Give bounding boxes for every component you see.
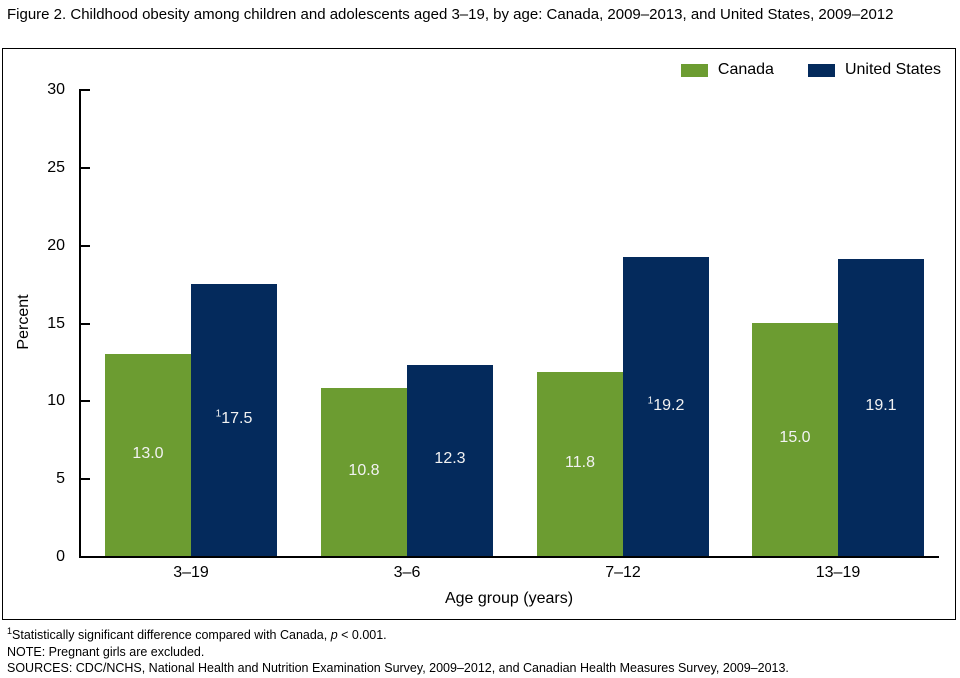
bar-united-states-7-12 xyxy=(623,257,709,556)
value-superscript: 1 xyxy=(215,408,222,420)
bar-united-states-3-6 xyxy=(407,364,493,556)
y-tick-25 xyxy=(81,166,90,169)
y-tick-10 xyxy=(81,400,90,403)
x-axis-line xyxy=(79,556,939,558)
bar-value-label-canada-3-19: 13.0 xyxy=(132,444,164,462)
bar-canada-3-6 xyxy=(321,387,407,556)
bar-united-states-3-19 xyxy=(191,283,277,556)
y-axis-line xyxy=(79,89,81,558)
legend-item-united-states: United States xyxy=(807,61,941,79)
y-tick-30 xyxy=(81,89,90,91)
footnote-superscript: 1 xyxy=(7,625,13,636)
x-tick-label-13-19: 13–19 xyxy=(815,564,861,581)
y-tick-label-5: 5 xyxy=(56,470,65,488)
footnote-sources: SOURCES: CDC/NCHS, National Health and N… xyxy=(7,661,789,675)
bar-canada-3-19 xyxy=(105,353,191,556)
x-axis-title: Age group (years) xyxy=(444,590,574,607)
bar-value-label-united-states-13-19: 19.1 xyxy=(865,397,897,415)
footnotes: 1Statistically significant difference co… xyxy=(7,625,789,677)
x-tick-label-3-6: 3–6 xyxy=(393,564,421,581)
y-tick-5 xyxy=(81,478,90,481)
bar-value-label-canada-3-6: 10.8 xyxy=(348,461,380,479)
y-tick-label-0: 0 xyxy=(56,548,65,565)
bar-canada-13-19 xyxy=(752,322,838,556)
y-tick-label-10: 10 xyxy=(47,392,65,410)
y-tick-label-15: 15 xyxy=(47,314,65,332)
x-tick-label-3-19: 3–19 xyxy=(173,564,209,581)
y-tick-label-20: 20 xyxy=(47,236,65,254)
bar-value-label-canada-13-19: 15.0 xyxy=(779,429,811,447)
footnote-note: NOTE: Pregnant girls are excluded. xyxy=(7,644,205,659)
chart-legend: Canada United States xyxy=(680,61,941,79)
legend-label-united-states: United States xyxy=(844,61,941,78)
bar-value-label-united-states-3-19: 117.5 xyxy=(215,408,253,427)
x-tick-label-7-12: 7–12 xyxy=(605,564,641,581)
legend-label-canada: Canada xyxy=(717,61,774,78)
value-superscript: 1 xyxy=(647,395,654,407)
legend-swatch-united-states xyxy=(807,63,835,77)
bar-value-label-canada-7-12: 11.8 xyxy=(565,454,595,472)
bar-canada-7-12 xyxy=(537,372,623,556)
bar-value-label-united-states-3-6: 12.3 xyxy=(434,450,466,468)
y-tick-label-30: 30 xyxy=(47,81,65,98)
bar-united-states-13-19 xyxy=(838,258,924,556)
bar-value-label-united-states-7-12: 119.2 xyxy=(647,395,685,414)
figure-title: Figure 2. Childhood obesity among childr… xyxy=(7,6,894,23)
legend-item-canada: Canada xyxy=(680,61,774,79)
legend-swatch-canada xyxy=(680,63,708,77)
footnote-significance: 1Statistically significant difference co… xyxy=(7,625,387,642)
chart-frame: Canada United States Percent 0 5 10 15 20 25 30… xyxy=(2,48,956,620)
y-tick-20 xyxy=(81,244,90,247)
y-tick-label-25: 25 xyxy=(47,158,65,176)
y-tick-15 xyxy=(81,322,90,325)
